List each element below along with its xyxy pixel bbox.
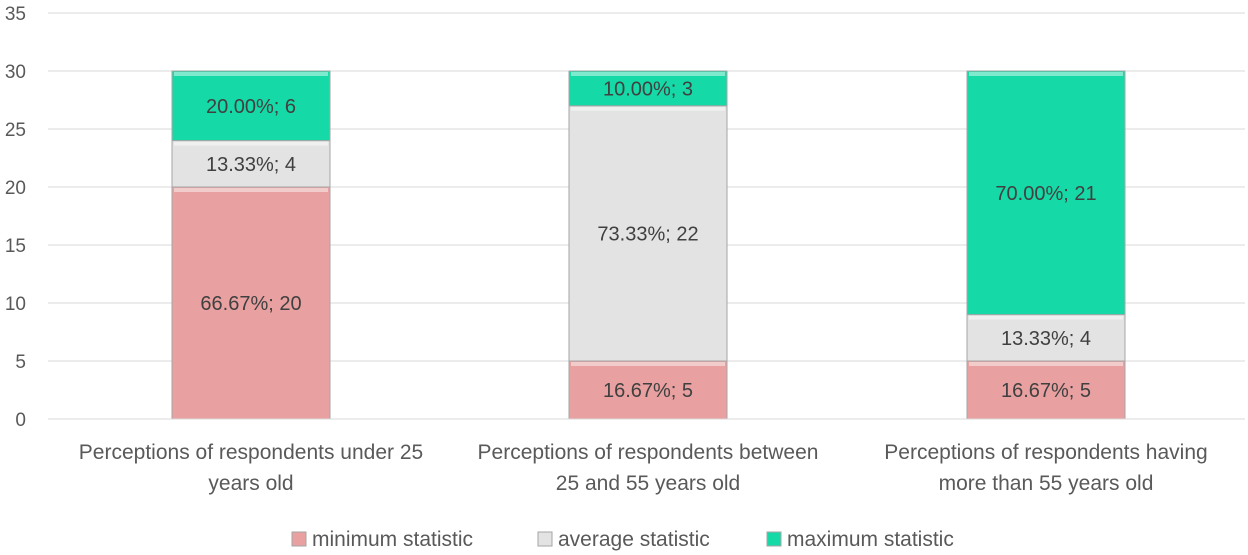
- legend-swatch: [537, 531, 553, 547]
- data-label: 10.00%; 3: [603, 78, 693, 100]
- category-label-line: 25 and 55 years old: [556, 472, 740, 495]
- legend-label: minimum statistic: [312, 528, 473, 551]
- category-label: Perceptions of respondents under 25 years…: [79, 441, 423, 495]
- category-label-line: Perceptions of respondents under 25: [79, 441, 423, 464]
- data-label: 73.33%; 22: [597, 223, 698, 245]
- y-tick-label: 35: [5, 4, 26, 25]
- bars: 66.67%; 20 13.33%; 4 20.00%; 6 16.67%; 5 73.…: [171, 70, 1126, 420]
- category-label-line: Perceptions of respondents having: [884, 441, 1207, 464]
- data-label: 66.67%; 20: [200, 293, 301, 315]
- bar-segment: [568, 70, 728, 107]
- bar-bevel: [571, 362, 725, 366]
- bar-minimum-statistic: [171, 186, 331, 420]
- category-label: Perceptions of respondents between 25 and…: [478, 441, 819, 495]
- bar-bevel: [969, 72, 1123, 76]
- category-label-line: Perceptions of respondents between: [478, 441, 819, 464]
- bar-maximum-statistic: [966, 70, 1126, 316]
- bar-segment: [966, 70, 1126, 316]
- bar-bevel: [571, 72, 725, 76]
- y-tick-label: 5: [15, 352, 26, 373]
- y-tick-label: 10: [5, 294, 26, 315]
- y-tick-label: 30: [5, 62, 26, 83]
- bar-average-statistic: [966, 314, 1126, 362]
- data-label: 70.00%; 21: [995, 183, 1096, 205]
- bar-segment: [966, 360, 1126, 420]
- category-label-line: years old: [208, 472, 293, 495]
- category-label-line: more than 55 years old: [939, 472, 1154, 495]
- y-tick-label: 15: [5, 236, 26, 257]
- category-label: Perceptions of respondents having more th…: [884, 441, 1207, 495]
- legend-swatch: [291, 531, 307, 547]
- legend-label: average statistic: [558, 528, 710, 551]
- bar-bevel: [969, 362, 1123, 366]
- bar-segment: [171, 186, 331, 420]
- bar-minimum-statistic: [966, 360, 1126, 420]
- bar-bevel: [174, 141, 328, 146]
- data-label: 16.67%; 5: [603, 380, 693, 402]
- legend-item: average statistic: [537, 528, 710, 551]
- bar-average-statistic: [171, 140, 331, 188]
- y-tick-label: 20: [5, 178, 26, 199]
- data-label: 16.67%; 5: [1001, 380, 1091, 402]
- legend-swatch: [766, 531, 782, 547]
- data-label: 13.33%; 4: [1001, 328, 1091, 350]
- bar-segment: [171, 70, 331, 142]
- legend: minimum statistic average statistic maximu…: [291, 528, 954, 551]
- y-tick-label: 25: [5, 120, 26, 141]
- data-label: 13.33%; 4: [206, 154, 296, 176]
- bar-maximum-statistic: [568, 70, 728, 107]
- bar-bevel: [174, 188, 328, 192]
- bar-bevel: [174, 72, 328, 76]
- y-axis: 0 5 10 15 20 25 30 35: [5, 4, 26, 431]
- legend-item: minimum statistic: [291, 528, 473, 551]
- legend-item: maximum statistic: [766, 528, 954, 551]
- legend-label: maximum statistic: [787, 528, 954, 551]
- y-tick-label: 0: [15, 410, 26, 431]
- bar-bevel: [571, 106, 725, 111]
- data-label: 20.00%; 6: [206, 96, 296, 118]
- bar-segment: [171, 140, 331, 188]
- bar-maximum-statistic: [171, 70, 331, 142]
- bar-bevel: [969, 315, 1123, 320]
- x-axis: Perceptions of respondents under 25 years…: [48, 418, 1245, 495]
- bar-segment: [966, 314, 1126, 362]
